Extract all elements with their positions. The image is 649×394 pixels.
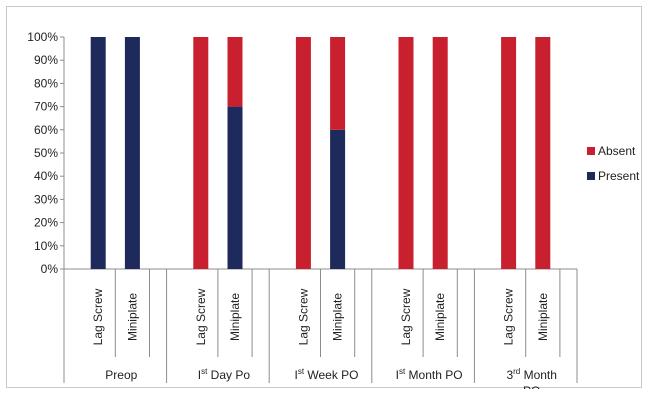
x-category-label: Miniplate	[536, 293, 550, 341]
x-group-label-line2: PO	[523, 384, 540, 389]
bar-absent-3-lag-screw	[501, 37, 517, 269]
y-tick-label: 50%	[34, 146, 58, 160]
y-tick-label: 0%	[41, 262, 59, 276]
x-category-label: Lag Screw	[399, 288, 413, 345]
x-category-label: Lag Screw	[91, 288, 105, 345]
y-tick-label: 100%	[27, 30, 58, 44]
bar-absent-i-lag-screw	[193, 37, 209, 269]
stacked-bar-chart: 0% 10% 20% 30% 40% 50% 60% 70% 80% 90% 100% Lag Scr…	[27, 30, 640, 389]
x-category-label: Lag Screw	[296, 288, 310, 345]
bar-absent-i-miniplate	[432, 37, 448, 269]
bar-absent-3-miniplate	[535, 37, 551, 269]
x-category-label: Lag Screw	[502, 288, 516, 345]
bar-absent-i-miniplate	[330, 37, 346, 130]
y-tick-label: 30%	[34, 192, 58, 206]
x-group-label: Ist Month PO	[396, 367, 463, 382]
x-category-label: Miniplate	[433, 293, 447, 341]
bar-present-preop-miniplate	[124, 37, 140, 269]
x-category-label: Miniplate	[125, 293, 139, 341]
y-tick-label: 10%	[34, 239, 58, 253]
bar-present-preop-lag-screw	[90, 37, 106, 269]
x-category-label: Lag Screw	[194, 288, 208, 345]
x-category-label: Miniplate	[228, 293, 242, 341]
y-tick-label: 40%	[34, 169, 58, 183]
y-tick-label: 70%	[34, 100, 58, 114]
chart-frame: 0% 10% 20% 30% 40% 50% 60% 70% 80% 90% 100% Lag Scr…	[6, 6, 642, 389]
legend-label-absent: Absent	[598, 144, 636, 158]
bar-absent-i-miniplate	[227, 37, 243, 107]
legend-swatch-absent	[587, 147, 595, 155]
bar-absent-i-lag-screw	[295, 37, 311, 269]
bar-present-i-miniplate	[330, 129, 346, 269]
x-group-label: Ist Day Po	[198, 367, 251, 382]
y-tick-label: 20%	[34, 216, 58, 230]
bar-absent-i-lag-screw	[398, 37, 414, 269]
legend-swatch-present	[587, 172, 595, 180]
x-category-label: Miniplate	[331, 293, 345, 341]
x-group-label: Preop	[105, 368, 137, 382]
legend-label-present: Present	[598, 169, 640, 183]
y-tick-label: 80%	[34, 76, 58, 90]
y-tick-label: 90%	[34, 53, 58, 67]
bar-present-i-miniplate	[227, 106, 243, 269]
x-group-label: Ist Week PO	[294, 367, 358, 382]
x-group-label: 3rd Month	[506, 367, 557, 382]
y-tick-label: 60%	[34, 123, 58, 137]
